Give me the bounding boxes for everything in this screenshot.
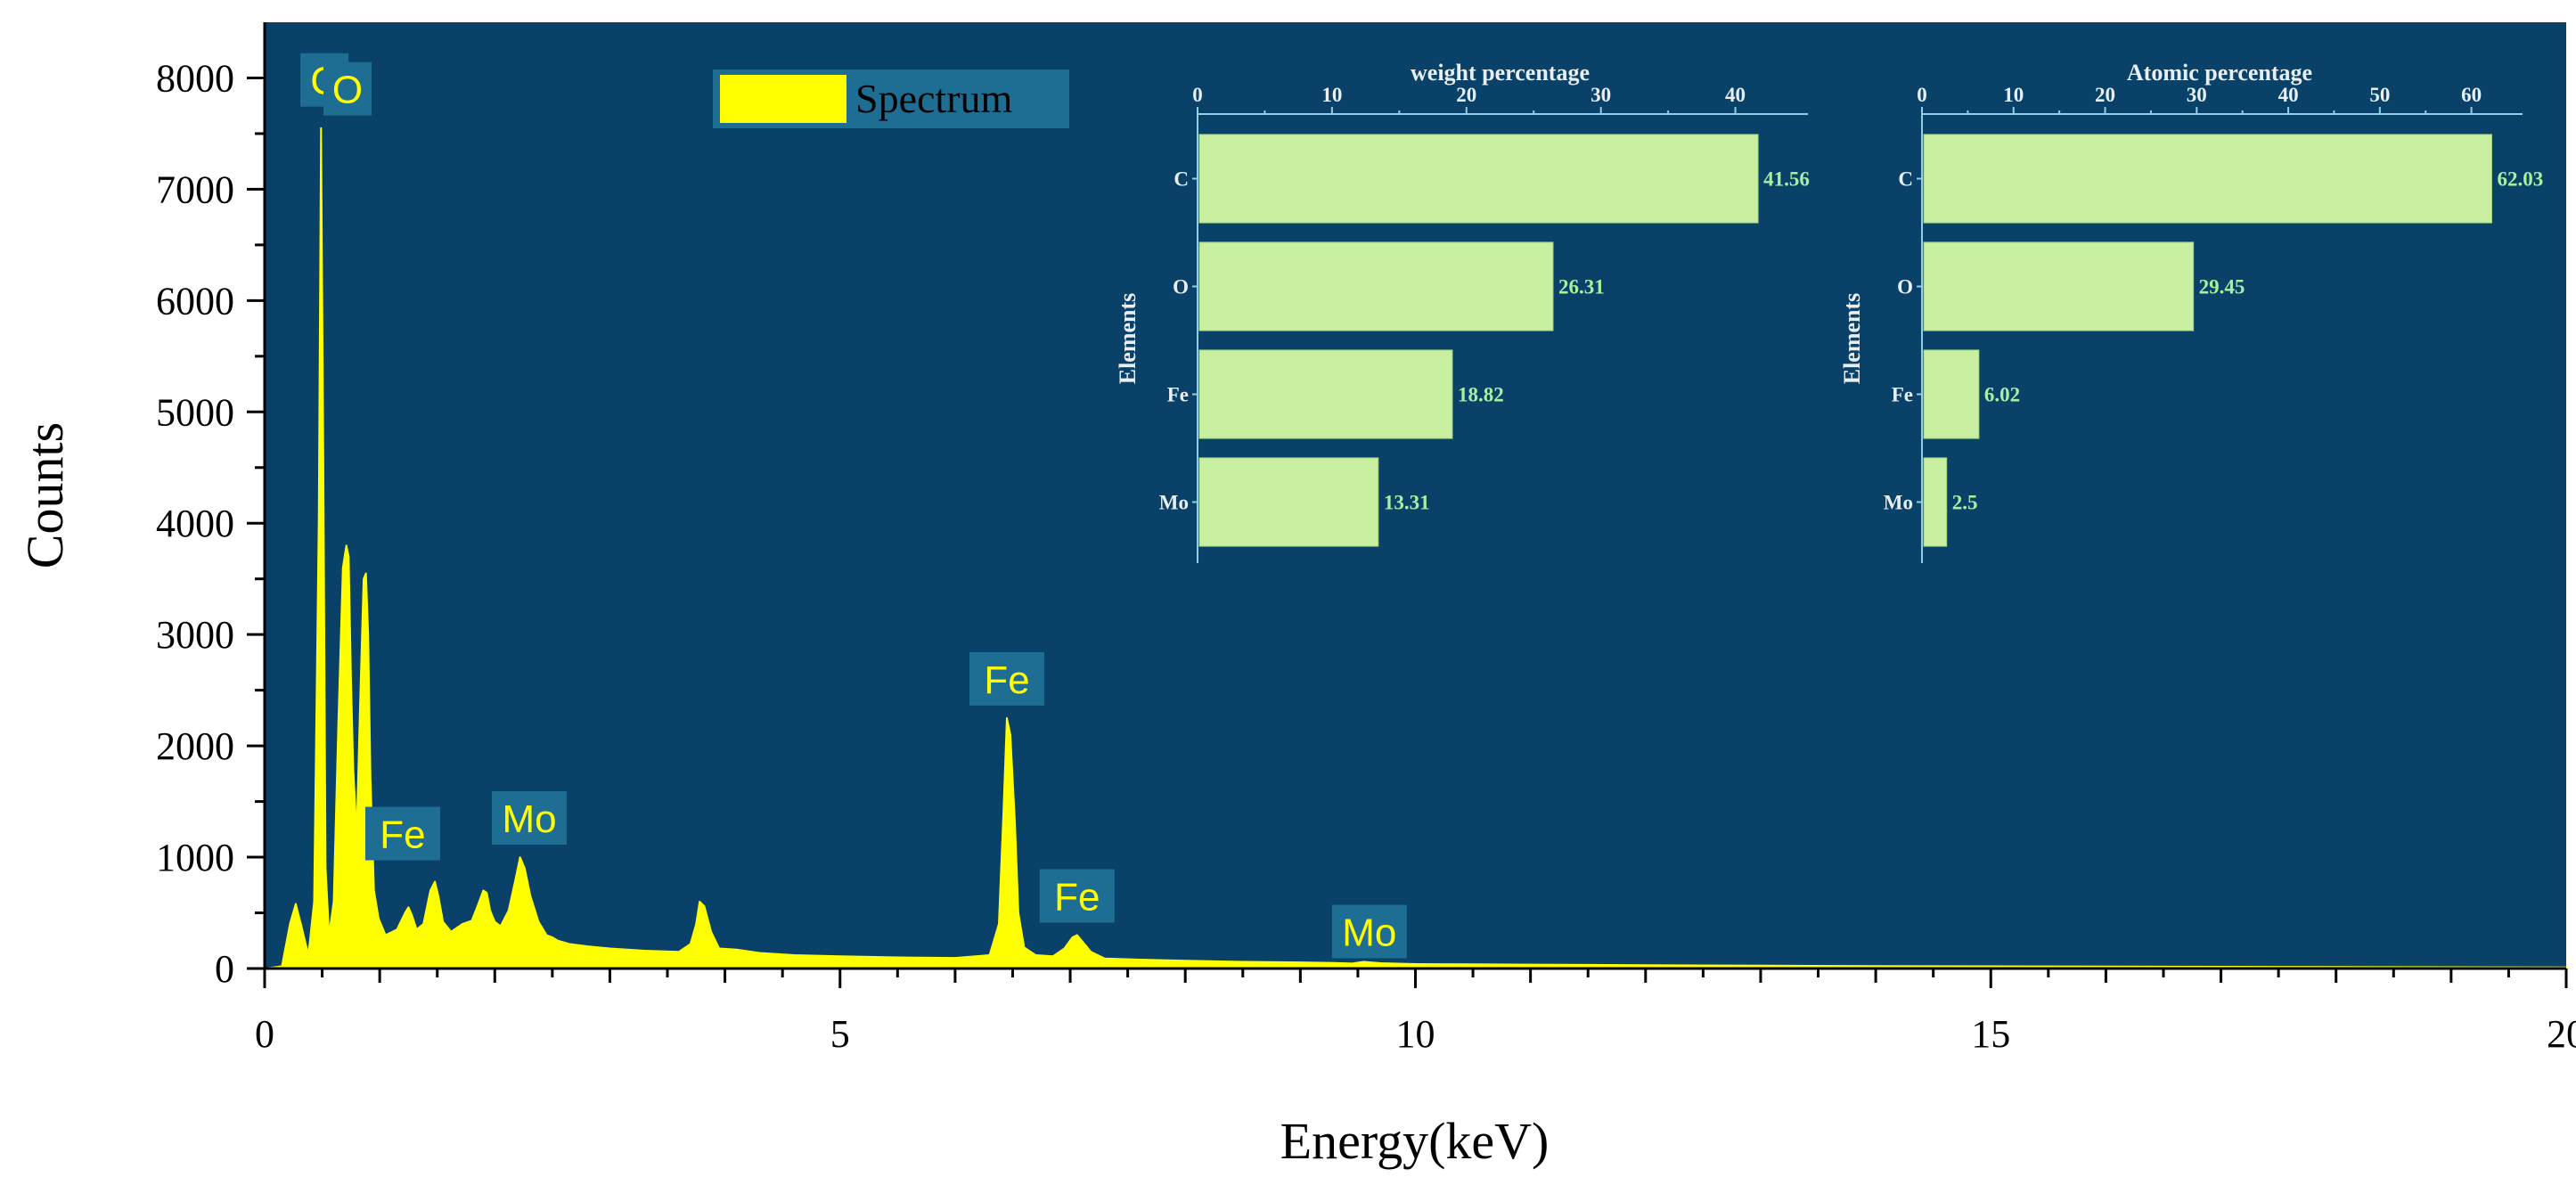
inset-value-label: 29.45 [2199,276,2245,298]
peak-label-box [1039,869,1115,923]
spectrum-series-area [264,127,2567,969]
inset-category-label: C [1174,168,1189,191]
y-axis-title: Counts [16,422,74,568]
atomic-percentage-inset: Atomic percentage 0 10 20 30 40 50 60 C 62.03 O 29.… [1839,60,2543,563]
inset-x-tick-label: 0 [1192,84,1203,106]
inset-category-label: Fe [1167,384,1189,406]
peak-label-text: Mo [1342,911,1396,955]
y-tick-label: 5000 [156,390,234,434]
inset-value-label: 13.31 [1384,492,1430,514]
x-tick-label: 10 [1396,1012,1435,1056]
inset-y-axis-title: Elements [1839,293,1865,385]
inset-value-label: 2.5 [1952,492,1978,514]
inset-bar [1198,349,1453,439]
inset-x-tick-label: 20 [2095,84,2115,106]
inset-category-label: C [1898,168,1913,191]
inset-bar [1198,241,1554,331]
inset-x-tick-label: 60 [2461,84,2482,106]
inset-value-label: 18.82 [1458,384,1504,406]
inset-x-tick-label: 20 [1456,84,1476,106]
peak-label: Mo [1331,904,1407,959]
inset-bar [1198,134,1759,224]
inset-value-label: 26.31 [1558,276,1605,298]
x-axis-title: Energy(keV) [1280,1112,1550,1170]
y-tick-label: 3000 [156,613,234,657]
inset-value-label: 41.56 [1763,168,1810,191]
x-tick-label: 5 [830,1012,850,1056]
peak-label-text: Fe [380,813,425,857]
legend-label: Spectrum [855,76,1013,121]
y-tick-label: 0 [215,947,234,991]
inset-x-tick-label: 10 [2003,84,2024,106]
peak-label-text: Fe [1054,876,1100,920]
inset-category-label: Mo [1159,492,1189,514]
inset-title: Atomic percentage [2127,60,2312,86]
peak-label: Fe [1039,869,1115,923]
inset-bar [1923,349,1980,439]
peak-label-box [364,806,440,861]
y-tick-label: 1000 [156,836,234,879]
inset-bar [1923,241,2195,331]
inset-value-label: 62.03 [2497,168,2543,191]
peak-label-box [1331,904,1407,959]
legend-swatch [720,75,846,123]
peak-label-layer: C O Fe Mo Fe Fe Mo [300,53,1407,959]
inset-title: weight percentage [1411,60,1590,86]
y-tick-label: 7000 [156,168,234,211]
legend: Spectrum [713,69,1069,128]
inset-value-label: 6.02 [1984,384,2020,406]
inset-bar [1923,134,2492,224]
x-tick-label: 20 [2547,1012,2576,1056]
inset-category-label: O [1173,276,1189,298]
inset-x-tick-label: 0 [1917,84,1927,106]
inset-category-label: O [1897,276,1913,298]
inset-x-tick-label: 40 [1725,84,1746,106]
spectrum-layer [264,127,2567,969]
peak-label-box [969,651,1045,706]
inset-x-tick-label: 10 [1321,84,1342,106]
x-tick-label: 0 [255,1012,274,1056]
y-tick-label: 6000 [156,279,234,323]
inset-y-axis-title: Elements [1115,293,1141,385]
weight-percentage-inset: weight percentage 0 10 20 30 40 C 41.56 O 26.31 Fe… [1115,60,1810,563]
y-tick-label: 4000 [156,502,234,545]
inset-bar [1198,457,1379,547]
inset-x-tick-label: 50 [2369,84,2390,106]
inset-x-tick-label: 40 [2278,84,2299,106]
peak-label-text: Mo [502,797,556,841]
peak-label-text: O [332,69,363,112]
inset-x-tick-label: 30 [1591,84,1611,106]
inset-x-tick-label: 30 [2187,84,2207,106]
peak-label-text: Fe [984,658,1029,702]
peak-label: Fe [364,806,440,861]
inset-category-label: Fe [1892,384,1913,406]
peak-label: O [323,61,372,116]
x-tick-label: 15 [1971,1012,2010,1056]
y-tick-label: 2000 [156,724,234,768]
peak-label: Fe [969,651,1045,706]
peak-label-box [492,791,568,846]
y-tick-label: 8000 [156,56,234,100]
peak-label: Mo [492,791,568,846]
inset-category-label: Mo [1884,492,1913,514]
inset-bar [1923,457,1948,547]
peak-label-box [323,61,372,116]
